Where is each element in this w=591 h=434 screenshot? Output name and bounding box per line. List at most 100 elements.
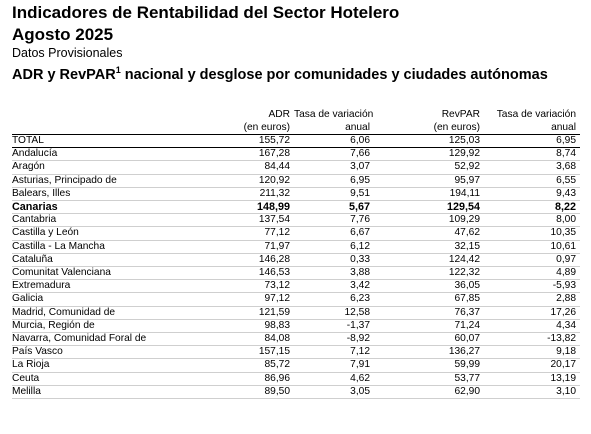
- revpar-value: 194,11: [374, 187, 484, 202]
- table-row: Castilla - La Mancha 71,97 6,12 32,15 10,61: [12, 240, 580, 254]
- adr-variation: 6,67: [294, 226, 374, 241]
- adr-variation: 5,67: [294, 200, 374, 215]
- revpar-variation: 6,95: [484, 134, 580, 149]
- adr-variation: 6,06: [294, 134, 374, 149]
- header-region-sub: [12, 121, 226, 135]
- revpar-variation: 8,22: [484, 200, 580, 215]
- revpar-value: 122,32: [374, 266, 484, 281]
- table-row: Aragón 84,44 3,07 52,92 3,68: [12, 160, 580, 175]
- adr-variation: 9,51: [294, 187, 374, 202]
- adr-value: 121,59: [226, 306, 294, 320]
- region-name: Cataluña: [12, 253, 226, 268]
- revpar-value: 95,97: [374, 174, 484, 188]
- revpar-value: 125,03: [374, 134, 484, 149]
- adr-value: 71,97: [226, 240, 294, 254]
- revpar-value: 47,62: [374, 226, 484, 241]
- region-name: Navarra, Comunidad Foral de: [12, 332, 226, 347]
- section-title-text: ADR y RevPAR: [12, 67, 116, 83]
- header-revpar-variation-sub: anual: [484, 121, 580, 135]
- revpar-variation: 10,61: [484, 240, 580, 254]
- revpar-value: 32,15: [374, 240, 484, 254]
- region-name: Melilla: [12, 385, 226, 400]
- region-name: TOTAL: [12, 134, 226, 149]
- revpar-value: 129,92: [374, 147, 484, 162]
- adr-value: 211,32: [226, 187, 294, 202]
- header-revpar-variation: Tasa de variación: [496, 109, 576, 120]
- footnote-marker: 1: [115, 65, 121, 75]
- revpar-variation: 6,55: [484, 174, 580, 188]
- table-row: Andalucía 167,28 7,66 129,92 8,74: [12, 147, 580, 162]
- indicators-table: ADR Tasa de variación RevPAR Tasa de var…: [12, 108, 580, 400]
- report-subtitle: Datos Provisionales: [12, 46, 123, 60]
- revpar-value: 59,99: [374, 358, 484, 373]
- table-row: Cantabria 137,54 7,76 109,29 8,00: [12, 213, 580, 228]
- adr-value: 157,15: [226, 345, 294, 360]
- adr-variation: 3,05: [294, 385, 374, 400]
- adr-variation: 6,95: [294, 174, 374, 188]
- adr-variation: 12,58: [294, 306, 374, 320]
- table-row: Balears, Illes 211,32 9,51 194,11 9,43: [12, 187, 580, 202]
- table-row: Navarra, Comunidad Foral de 84,08 -8,92 60,…: [12, 332, 580, 347]
- adr-variation: 6,23: [294, 292, 374, 307]
- table-row: La Rioja 85,72 7,91 59,99 20,17: [12, 358, 580, 373]
- region-name: Aragón: [12, 160, 226, 175]
- region-name: Madrid, Comunidad de: [12, 306, 226, 320]
- adr-value: 98,83: [226, 319, 294, 334]
- header-adr: ADR: [268, 109, 290, 120]
- adr-variation: 3,07: [294, 160, 374, 175]
- adr-variation: -1,37: [294, 319, 374, 334]
- header-revpar: RevPAR: [441, 109, 480, 120]
- header-region: [12, 108, 226, 121]
- adr-value: 97,12: [226, 292, 294, 307]
- revpar-variation: 3,10: [484, 385, 580, 400]
- adr-value: 148,99: [226, 200, 294, 215]
- revpar-variation: 3,68: [484, 160, 580, 175]
- revpar-variation: 8,74: [484, 147, 580, 162]
- report-title: Indicadores de Rentabilidad del Sector H…: [12, 3, 400, 22]
- revpar-variation: 8,00: [484, 213, 580, 228]
- table-row: Murcia, Región de 98,83 -1,37 71,24 4,34: [12, 319, 580, 334]
- region-name: País Vasco: [12, 345, 226, 360]
- region-name: Andalucía: [12, 147, 226, 162]
- revpar-variation: 17,26: [484, 306, 580, 320]
- adr-variation: 3,42: [294, 279, 374, 294]
- adr-value: 89,50: [226, 385, 294, 400]
- adr-variation: 7,76: [294, 213, 374, 228]
- region-name: La Rioja: [12, 358, 226, 373]
- table-row: Madrid, Comunidad de 121,59 12,58 76,37 17,2…: [12, 306, 580, 320]
- table-row: Castilla y León 77,12 6,67 47,62 10,35: [12, 226, 580, 241]
- revpar-variation: 2,88: [484, 292, 580, 307]
- table-row: Ceuta 86,96 4,62 53,77 13,19: [12, 372, 580, 386]
- report-period: Agosto 2025: [12, 25, 114, 44]
- region-name: Asturias, Principado de: [12, 174, 226, 188]
- region-name: Castilla - La Mancha: [12, 240, 226, 254]
- adr-variation: 0,33: [294, 253, 374, 268]
- section-title-rest: nacional y desglose por comunidades y ci…: [120, 67, 548, 83]
- adr-value: 137,54: [226, 213, 294, 228]
- adr-variation: 7,12: [294, 345, 374, 360]
- header-revpar-unit: (en euros): [374, 121, 484, 135]
- revpar-value: 124,42: [374, 253, 484, 268]
- adr-value: 86,96: [226, 372, 294, 386]
- table-body: TOTAL 155,72 6,06 125,03 6,95 Andalucía 167,28…: [12, 134, 580, 400]
- region-name: Galicia: [12, 292, 226, 307]
- revpar-value: 71,24: [374, 319, 484, 334]
- region-name: Extremadura: [12, 279, 226, 294]
- revpar-variation: -13,82: [484, 332, 580, 347]
- adr-variation: 3,88: [294, 266, 374, 281]
- adr-value: 167,28: [226, 147, 294, 162]
- adr-value: 85,72: [226, 358, 294, 373]
- region-name: Murcia, Región de: [12, 319, 226, 334]
- table-row: Canarias 148,99 5,67 129,54 8,22: [12, 200, 580, 215]
- revpar-value: 109,29: [374, 213, 484, 228]
- revpar-value: 60,07: [374, 332, 484, 347]
- table-row: Cataluña 146,28 0,33 124,42 0,97: [12, 253, 580, 268]
- table-row: Galicia 97,12 6,23 67,85 2,88: [12, 292, 580, 307]
- revpar-variation: 10,35: [484, 226, 580, 241]
- adr-value: 155,72: [226, 134, 294, 149]
- adr-value: 146,53: [226, 266, 294, 281]
- adr-variation: 7,91: [294, 358, 374, 373]
- revpar-value: 36,05: [374, 279, 484, 294]
- table-header: ADR Tasa de variación RevPAR Tasa de var…: [12, 108, 580, 135]
- adr-value: 73,12: [226, 279, 294, 294]
